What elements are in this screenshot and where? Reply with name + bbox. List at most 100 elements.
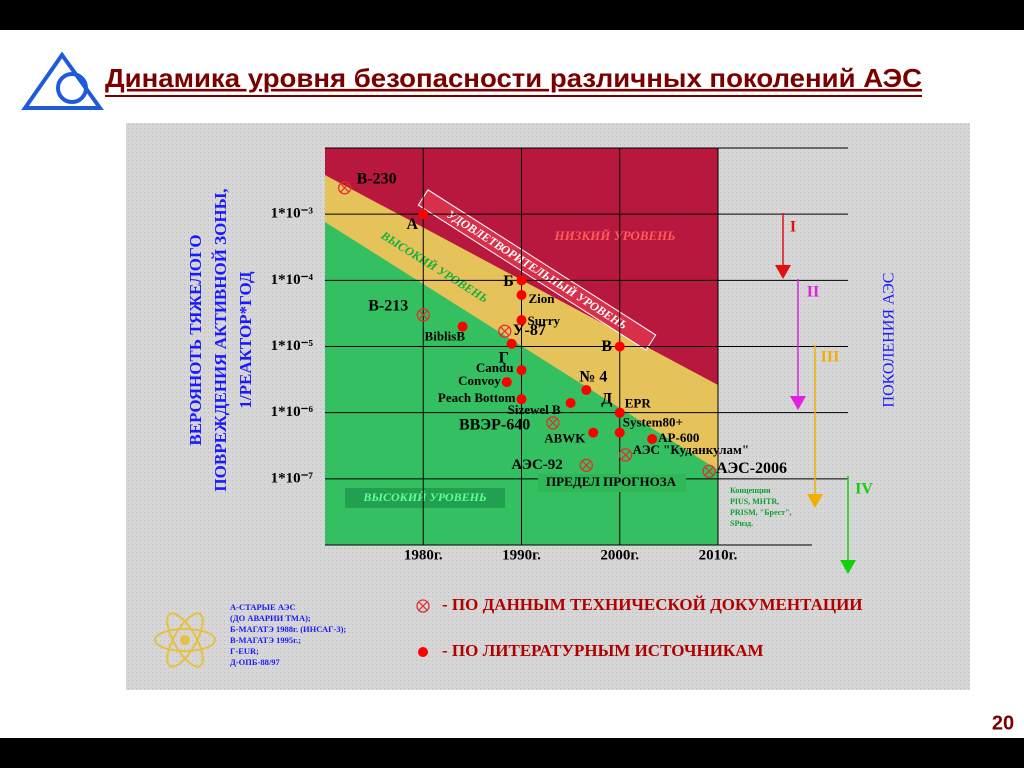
dot-point [647, 433, 658, 444]
point-label: Zion [529, 291, 556, 306]
y-tick-label: 1*10⁻⁴ [271, 272, 314, 288]
generation-label: IV [855, 481, 873, 498]
point-label: System80+ [623, 415, 683, 430]
marker-ring [416, 599, 430, 613]
y-tick-label: 1*10⁻⁵ [271, 338, 314, 354]
note: А-СТАРЫЕ АЭС [230, 602, 296, 612]
crossed-circle-point [618, 448, 633, 462]
generation-label: I [790, 219, 796, 236]
crossed-circle-point [546, 416, 560, 430]
dot-point [418, 647, 428, 657]
marker-cross [418, 310, 428, 320]
marker-ring [702, 464, 716, 478]
point-label: № 4 [579, 369, 607, 386]
logo [21, 51, 104, 110]
point-label: В [601, 338, 612, 355]
marker-cross [548, 418, 558, 428]
concepts-note: PIUS, MHTR, [730, 497, 779, 506]
dot-point [516, 315, 527, 326]
x-tick-label: 1980г. [404, 547, 443, 563]
marker-ring [416, 308, 430, 322]
dot-point [506, 338, 517, 349]
point-label: ВВЭР-640 [459, 417, 530, 434]
point-label: А [406, 216, 418, 233]
dot-point [614, 407, 625, 418]
crossed-circle-point [702, 464, 716, 478]
point-label: Surry [528, 313, 561, 328]
x-tick-label: 1990г. [502, 547, 541, 563]
crossed-circle-point [498, 324, 512, 338]
marker-cross [500, 326, 510, 336]
region-label: НИЗКИЙ УРОВЕНЬ [553, 228, 675, 243]
point-label: Б [503, 273, 514, 290]
atom-icon [154, 612, 216, 668]
generation-arrowhead [840, 560, 856, 574]
point-label: Д [601, 390, 612, 407]
marker-cross [621, 450, 631, 460]
y-tick-label: 1*10⁻⁶ [271, 404, 314, 420]
generation-arrowhead [807, 494, 823, 508]
dot-point [501, 377, 512, 388]
marker-ring [546, 416, 560, 430]
note: В-МАГАТЭ 1995г.; [230, 635, 301, 645]
x-tick-label: 2010г. [699, 547, 738, 563]
annotation: ПРЕДЕЛ ПРОГНОЗА [546, 474, 677, 489]
dot-point [516, 365, 527, 376]
point-label: Sizewel B [508, 402, 561, 417]
dot-point [588, 427, 599, 438]
top-bar [0, 0, 1024, 30]
point-label: В-230 [357, 171, 397, 188]
generation-arrowhead [775, 265, 791, 279]
marker-ring [618, 448, 633, 462]
legend-label: - ПО ДАННЫМ ТЕХНИЧЕСКОЙ ДОКУМЕНТАЦИИ [442, 595, 863, 614]
note: Д-ОПБ-88/97 [230, 657, 280, 667]
marker-cross [340, 183, 350, 193]
y-tick-label: 1*10⁻⁷ [271, 470, 314, 486]
point-label: ABWK [544, 431, 586, 446]
page-number: 20 [992, 712, 1014, 734]
generations-title: ПОКОЛЕНИЯ АЭС [881, 273, 898, 408]
generation-arrowhead [790, 396, 806, 410]
bottom-bar [0, 738, 1024, 768]
slide-title: Динамика уровня безопасности различных п… [105, 63, 922, 93]
crossed-circle-point [416, 599, 430, 613]
note: Б-МАГАТЭ 1988г. (ИНСАГ-3); [230, 624, 346, 634]
dot-point [516, 290, 527, 301]
crossed-circle-point [337, 181, 352, 195]
generation-label: III [821, 349, 840, 366]
marker-ring [579, 458, 593, 472]
point-label: АЭС-2006 [716, 460, 787, 477]
marker-ring [337, 181, 352, 195]
dot-point [565, 397, 576, 408]
legend-label: - ПО ЛИТЕРАТУРНЫМ ИСТОЧНИКАМ [442, 641, 764, 660]
dot-point [614, 341, 625, 352]
point-label: Convoy [458, 373, 501, 388]
y-tick-label: 1*10⁻³ [271, 206, 314, 222]
dot-point [581, 385, 592, 396]
crossed-circle-point [416, 308, 430, 322]
concepts-note: Концепции [730, 486, 771, 495]
marker-cross [581, 460, 591, 470]
y-axis-title: ВЕРОЯНОТЬ ТЯЖЕЛОГО [186, 234, 205, 445]
note: (ДО АВАРИИ ТМА); [230, 613, 311, 623]
point-label: Г [499, 349, 509, 366]
concepts-note: PRISM, "Брест", [730, 508, 792, 517]
legend-marker [416, 599, 430, 613]
point-label: АЭС-92 [511, 457, 562, 473]
dot-point [418, 209, 429, 220]
point-label: У-87 [513, 322, 546, 339]
crossed-circle-point [579, 458, 593, 472]
point-label: В-213 [368, 298, 408, 315]
dot-point [516, 275, 527, 286]
region-label-bg [345, 488, 505, 508]
dot-point [457, 321, 468, 332]
dot-point [516, 394, 527, 405]
point-label: АЭС "Куданкулам" [633, 442, 749, 457]
point-label: BiblisB [425, 329, 466, 344]
marker-cross [704, 466, 714, 476]
marker-ring [498, 324, 512, 338]
generation-label: II [807, 284, 819, 301]
x-tick-label: 2000г. [600, 547, 639, 563]
